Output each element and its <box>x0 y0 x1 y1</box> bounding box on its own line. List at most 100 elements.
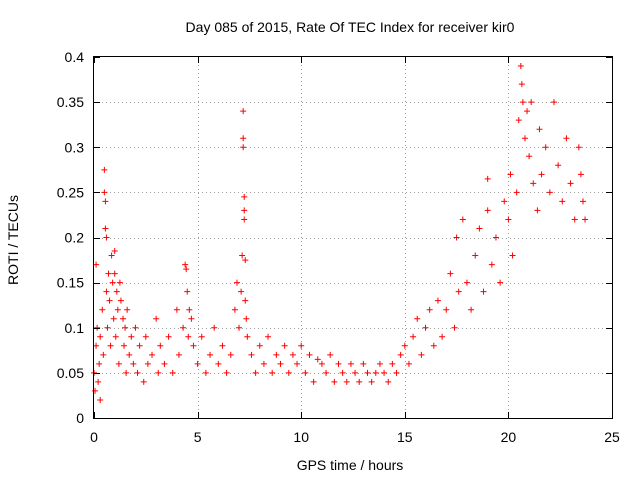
data-point <box>252 369 259 376</box>
data-point <box>492 234 499 241</box>
data-point <box>534 207 541 214</box>
data-point <box>136 342 143 349</box>
x-tick-label: 25 <box>604 429 620 445</box>
data-point <box>389 360 396 367</box>
data-point <box>360 360 367 367</box>
data-point <box>207 351 214 358</box>
data-point <box>518 81 525 88</box>
data-point <box>108 252 115 259</box>
data-point <box>107 342 114 349</box>
data-point <box>418 351 425 358</box>
data-point <box>175 351 182 358</box>
data-point <box>519 99 526 106</box>
data-point <box>155 369 162 376</box>
data-point <box>101 189 108 196</box>
y-tick-label: 0.35 <box>57 94 84 110</box>
data-point <box>463 279 470 286</box>
data-point <box>202 369 209 376</box>
data-point <box>468 306 475 313</box>
data-point <box>277 360 284 367</box>
data-point <box>173 306 180 313</box>
data-point <box>183 266 190 273</box>
data-point <box>219 342 226 349</box>
data-point <box>455 288 462 295</box>
data-point <box>285 369 292 376</box>
data-point <box>538 171 545 178</box>
data-point <box>526 153 533 160</box>
data-point <box>180 324 187 331</box>
data-point <box>111 248 118 255</box>
data-point <box>239 252 246 259</box>
data-point <box>372 369 379 376</box>
data-point <box>130 360 137 367</box>
data-point <box>430 342 437 349</box>
data-point <box>242 257 249 264</box>
data-point <box>157 342 164 349</box>
data-point <box>260 360 267 367</box>
data-point <box>144 360 151 367</box>
data-point <box>231 306 238 313</box>
data-point <box>323 369 330 376</box>
data-point <box>364 369 371 376</box>
data-point <box>169 369 176 376</box>
data-point <box>327 351 334 358</box>
data-point <box>186 306 193 313</box>
chart-title: Day 085 of 2015, Rate Of TEC Index for r… <box>186 19 515 35</box>
data-point <box>99 306 106 313</box>
data-point <box>161 360 168 367</box>
data-point <box>567 180 574 187</box>
data-point <box>114 306 121 313</box>
data-point <box>521 135 528 142</box>
y-tick-label: 0.4 <box>65 49 85 65</box>
data-point <box>559 198 566 205</box>
data-point <box>103 234 110 241</box>
y-tick-label: 0.1 <box>65 320 85 336</box>
x-tick-label: 20 <box>501 429 517 445</box>
data-point <box>117 297 124 304</box>
data-point <box>542 144 549 151</box>
data-point <box>294 360 301 367</box>
data-point <box>112 333 119 340</box>
data-point <box>505 216 512 223</box>
y-tick-label: 0.15 <box>57 275 84 291</box>
x-tick-label: 10 <box>293 429 309 445</box>
data-point <box>397 351 404 358</box>
data-point <box>401 342 408 349</box>
data-point <box>93 342 100 349</box>
data-point <box>577 171 584 178</box>
data-point <box>376 360 383 367</box>
data-point <box>289 351 296 358</box>
data-point <box>233 279 240 286</box>
data-point <box>211 324 218 331</box>
data-point <box>352 369 359 376</box>
data-point <box>248 351 255 358</box>
data-point <box>265 333 272 340</box>
data-point <box>92 387 99 394</box>
data-point <box>97 333 104 340</box>
data-point <box>484 175 491 182</box>
data-point <box>185 333 192 340</box>
data-point <box>122 324 129 331</box>
data-point <box>269 369 276 376</box>
data-point <box>182 261 189 268</box>
data-point <box>480 288 487 295</box>
data-point <box>116 279 123 286</box>
y-axis-ticks: 0 0.05 0.1 0.15 0.2 0.25 0.3 0.35 0.4 <box>57 49 612 426</box>
data-point <box>101 166 108 173</box>
y-tick-label: 0 <box>76 410 84 426</box>
data-point <box>331 378 338 385</box>
data-point <box>509 252 516 259</box>
data-point <box>238 288 245 295</box>
data-point <box>102 198 109 205</box>
data-point <box>575 144 582 151</box>
data-point <box>555 162 562 169</box>
data-point <box>507 171 514 178</box>
data-point <box>579 198 586 205</box>
data-point <box>447 270 454 277</box>
data-points <box>91 63 589 403</box>
data-point <box>302 369 309 376</box>
data-point <box>149 351 156 358</box>
data-point <box>113 288 120 295</box>
x-axis-ticks: 0 5 10 15 20 25 <box>90 57 620 445</box>
